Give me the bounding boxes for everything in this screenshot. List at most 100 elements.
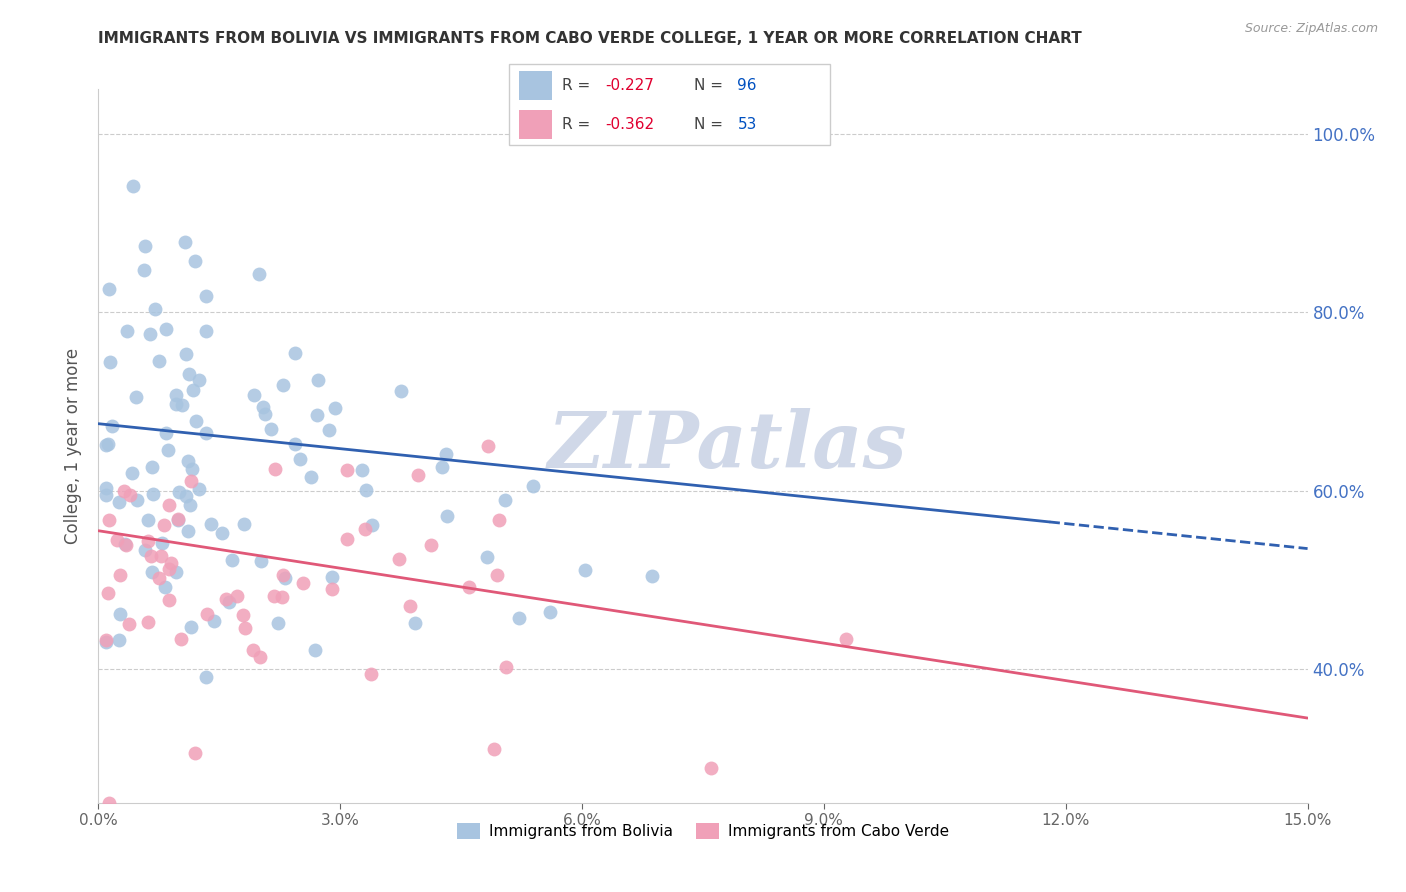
Point [299,470,322,484]
Point [321,569,343,583]
Point [336,533,359,547]
Point [354,522,377,536]
Point [115,538,138,552]
Point [360,667,382,681]
Point [270,590,292,604]
Point [477,438,499,452]
Point [292,575,315,590]
Point [538,605,561,619]
Point [143,302,166,317]
Text: Source: ZipAtlas.com: Source: ZipAtlas.com [1244,22,1378,36]
Point [156,442,179,457]
Point [98,355,121,369]
Point [117,324,139,338]
Point [160,557,183,571]
Point [97,437,120,451]
Point [150,549,173,563]
Point [167,513,190,527]
Point [179,498,201,512]
Point [139,326,162,341]
Point [181,461,204,475]
Point [188,373,211,387]
Point [323,401,346,416]
Point [482,741,505,756]
Point [97,796,120,810]
Point [136,533,159,548]
Point [120,488,142,502]
Point [177,368,200,382]
Point [304,642,326,657]
Point [249,649,271,664]
Text: N =: N = [695,117,728,132]
Point [430,460,453,475]
Point [96,635,118,649]
Point [177,524,200,539]
Point [233,516,256,531]
Point [242,643,264,657]
Point [307,373,329,387]
Point [361,517,384,532]
Point [174,490,197,504]
Point [318,423,340,437]
Point [354,483,377,497]
Point [180,620,202,634]
Text: ZIPatlas: ZIPatlas [547,408,907,484]
Point [172,398,194,412]
Point [180,474,202,488]
Point [188,482,211,496]
Point [408,467,430,482]
Point [132,263,155,277]
Point [125,390,148,404]
Point [176,454,198,468]
Point [202,615,225,629]
Point [167,512,190,526]
Point [96,488,118,502]
Point [127,492,149,507]
Point [508,611,530,625]
Point [153,580,176,594]
Point [274,571,297,585]
Point [167,484,190,499]
Point [195,670,218,684]
Point [200,517,222,532]
Point [121,466,143,480]
Text: IMMIGRANTS FROM BOLIVIA VS IMMIGRANTS FROM CABO VERDE COLLEGE, 1 YEAR OR MORE CO: IMMIGRANTS FROM BOLIVIA VS IMMIGRANTS FR… [98,31,1083,46]
Point [136,513,159,527]
Point [267,616,290,631]
Point [173,235,195,249]
Point [388,552,411,566]
Point [134,239,156,253]
Legend: Immigrants from Bolivia, Immigrants from Cabo Verde: Immigrants from Bolivia, Immigrants from… [451,817,955,845]
Point [226,590,249,604]
Point [141,459,163,474]
Point [142,486,165,500]
Point [243,388,266,402]
Point [494,493,516,508]
Point [233,622,256,636]
Text: -0.362: -0.362 [605,117,654,132]
Point [458,580,481,594]
Point [215,592,238,607]
Point [153,518,176,533]
Point [157,593,180,607]
Point [148,354,170,368]
Point [184,253,207,268]
Point [174,347,197,361]
Point [148,571,170,585]
Text: N =: N = [695,78,728,93]
Text: R =: R = [562,78,596,93]
Point [110,568,132,582]
Point [250,553,273,567]
Point [700,761,723,775]
Point [835,632,858,647]
Point [96,481,118,495]
Point [98,513,121,527]
Point [522,479,544,493]
Bar [519,110,553,139]
Y-axis label: College, 1 year or more: College, 1 year or more [65,348,83,544]
Point [165,397,187,411]
Point [157,562,180,576]
Point [263,589,285,603]
Point [150,535,173,549]
Point [336,463,359,477]
